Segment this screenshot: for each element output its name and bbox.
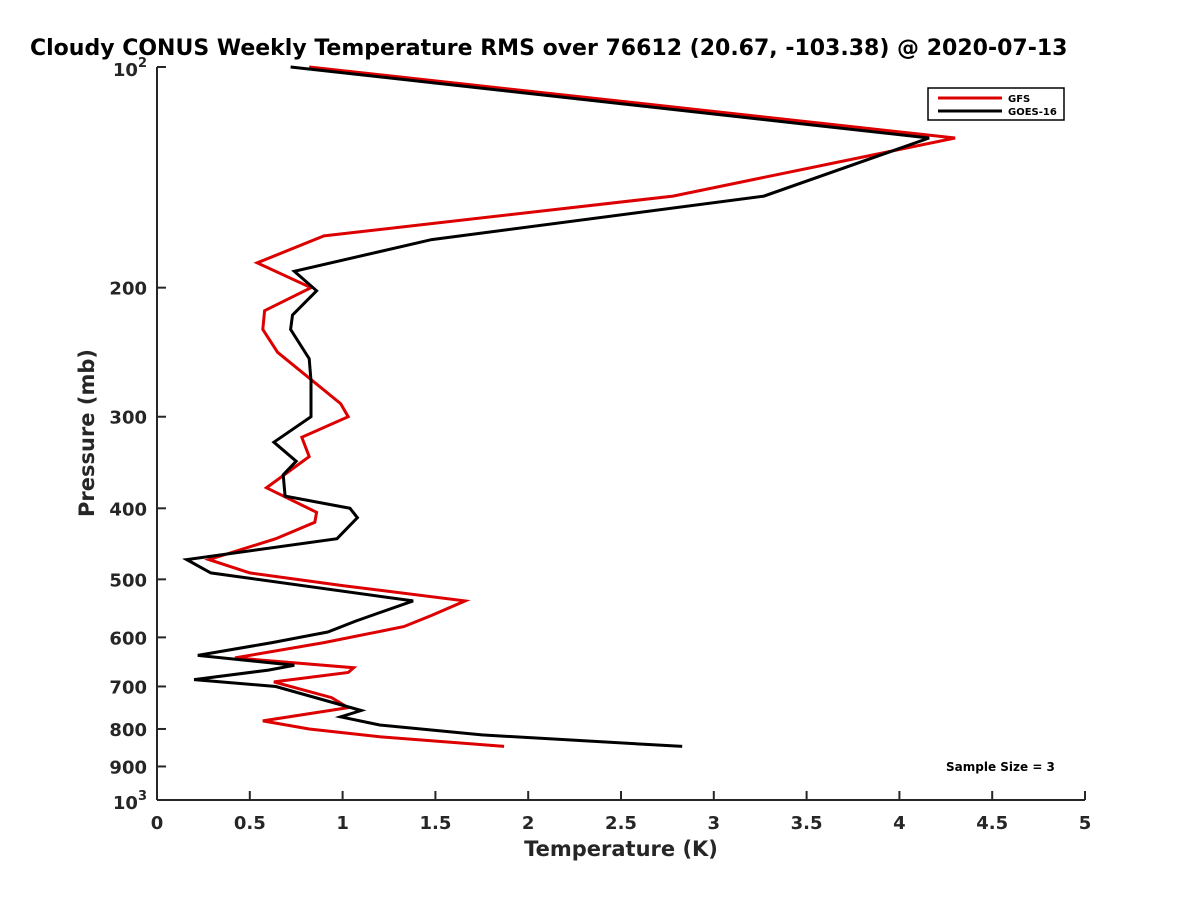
y-tick-label: 400 <box>109 499 147 520</box>
x-tick-label: 2.5 <box>605 813 637 834</box>
sample-size-annotation: Sample Size = 3 <box>946 760 1055 774</box>
legend: GFS GOES-16 <box>927 87 1065 121</box>
x-tick-label: 4 <box>893 813 906 834</box>
y-axis-label: Pressure (mb) <box>75 349 99 517</box>
x-tick-label: 5 <box>1079 813 1092 834</box>
x-tick-label: 3 <box>708 813 721 834</box>
y-tick-label: 102 <box>113 56 147 81</box>
y-tick-label: 300 <box>109 408 147 429</box>
y-tick-label: 200 <box>109 279 147 300</box>
series-layer <box>182 65 956 748</box>
chart-title: Cloudy CONUS Weekly Temperature RMS over… <box>30 36 1067 61</box>
x-axis-label: Temperature (K) <box>524 837 718 861</box>
x-tick-label: 2 <box>522 813 535 834</box>
x-tick-label: 1.5 <box>419 813 451 834</box>
x-tick-label: 4.5 <box>976 813 1008 834</box>
y-tick-label: 900 <box>109 757 147 778</box>
y-tick-label: 600 <box>109 628 147 649</box>
legend-label-goes-16: GOES-16 <box>1008 107 1057 118</box>
y-tick-label: 500 <box>109 570 147 591</box>
series-line-goes-16 <box>182 65 930 748</box>
x-tick-label: 1 <box>336 813 349 834</box>
x-tick-label: 0 <box>151 813 164 834</box>
x-tick-label: 3.5 <box>791 813 823 834</box>
axes-layer: 0 0.5 1 1.5 2 2.5 3 3.5 4 4.5 5 102 200 300 400 500 600 7… <box>109 56 1091 834</box>
legend-label-gfs: GFS <box>1008 94 1030 105</box>
y-tick-label: 800 <box>109 720 147 741</box>
legend-box <box>927 87 1065 121</box>
y-tick-label: 700 <box>109 677 147 698</box>
y-tick-label: 103 <box>113 789 147 814</box>
series-line-gfs <box>204 65 956 748</box>
x-tick-label: 0.5 <box>234 813 266 834</box>
